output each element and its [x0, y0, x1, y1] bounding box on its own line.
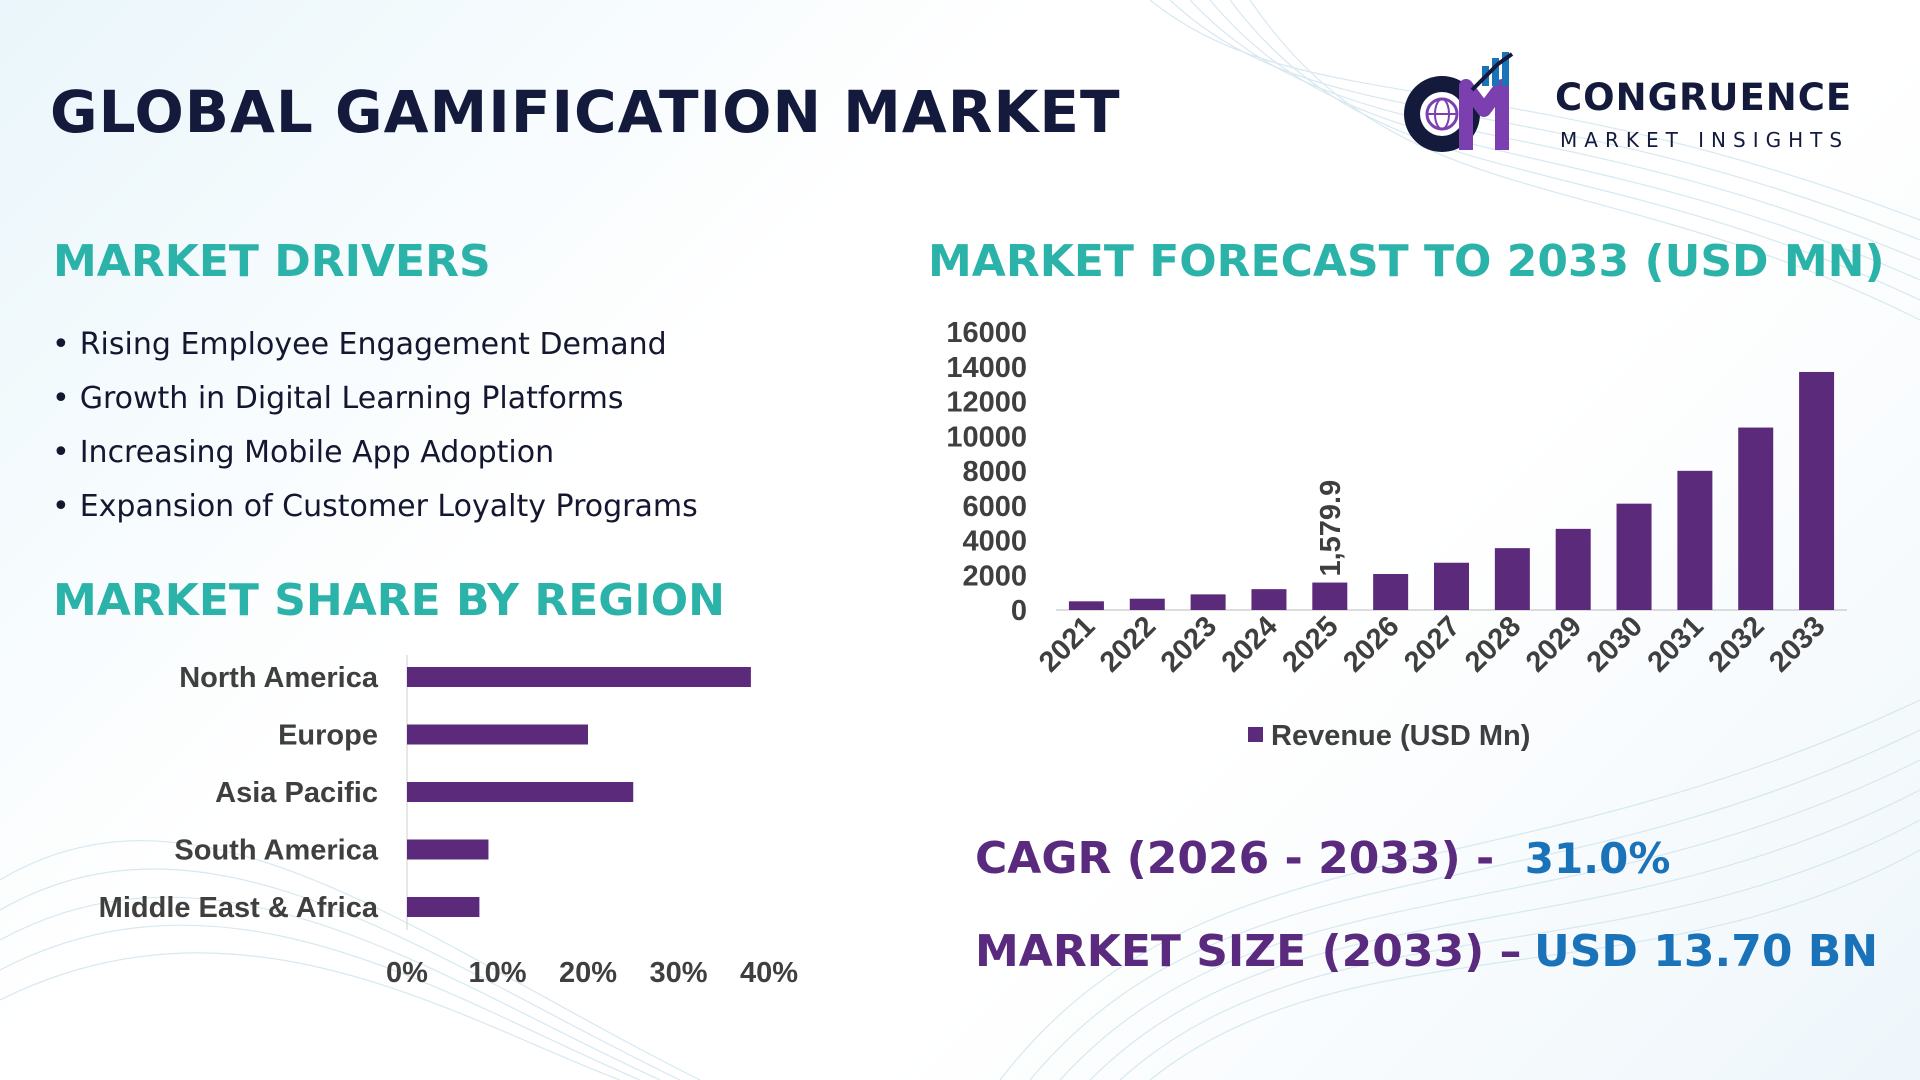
cagr-label: CAGR (2026 - 2033) - [975, 833, 1495, 884]
driver-text: Growth in Digital Learning Platforms [79, 381, 624, 416]
market-size-row: MARKET SIZE (2033) – USD 13.70 BN [975, 926, 1878, 977]
region-category-label: Europe [278, 720, 378, 752]
region-x-tick: 0% [386, 957, 428, 989]
forecast-x-tick: 2022 [1094, 610, 1162, 678]
page-title: GLOBAL GAMIFICATION MARKET [50, 78, 1121, 146]
forecast-x-tick: 2031 [1642, 610, 1710, 678]
forecast-x-tick: 2023 [1155, 610, 1223, 678]
forecast-bar [1129, 598, 1165, 610]
region-bar [407, 782, 634, 802]
forecast-bar [1555, 528, 1591, 610]
region-x-tick: 20% [559, 957, 617, 989]
driver-text: Expansion of Customer Loyalty Programs [79, 489, 698, 524]
legend-swatch [1248, 727, 1263, 742]
forecast-bar [1677, 470, 1713, 610]
forecast-x-tick: 2032 [1702, 610, 1770, 678]
region-x-tick: 10% [468, 957, 526, 989]
forecast-y-tick: 0 [1011, 595, 1027, 627]
market-size-value: USD 13.70 BN [1534, 926, 1879, 977]
legend-label: Revenue (USD Mn) [1271, 720, 1530, 752]
forecast-bar [1738, 427, 1774, 610]
forecast-bar [1494, 548, 1530, 610]
forecast-bar [1068, 601, 1104, 610]
forecast-bar [1251, 589, 1287, 610]
brand-name: CONGRUENCE [1555, 76, 1853, 119]
forecast-bar [1373, 574, 1409, 610]
forecast-y-tick: 6000 [962, 491, 1027, 523]
forecast-x-tick: 2028 [1459, 610, 1527, 678]
region-heading: MARKET SHARE BY REGION [53, 575, 725, 626]
forecast-x-tick: 2026 [1337, 610, 1405, 678]
region-bar [407, 839, 489, 860]
forecast-y-tick: 8000 [962, 456, 1027, 488]
forecast-bar [1190, 594, 1226, 610]
forecast-x-tick: 2021 [1033, 610, 1101, 678]
cagr-row: CAGR (2026 - 2033) - 31.0% [975, 833, 1670, 884]
forecast-y-tick: 16000 [946, 317, 1027, 349]
forecast-x-tick: 2024 [1216, 610, 1284, 678]
drivers-heading: MARKET DRIVERS [53, 236, 491, 287]
brand-logo: CONGRUENCE MARKET INSIGHTS [1400, 50, 1880, 160]
driver-item: • Growth in Digital Learning Platforms [52, 381, 624, 416]
forecast-x-tick: 2027 [1398, 610, 1466, 678]
region-category-label: North America [179, 662, 379, 694]
forecast-bar [1312, 582, 1348, 610]
forecast-x-tick: 2025 [1277, 610, 1345, 678]
region-category-label: Asia Pacific [215, 777, 378, 809]
forecast-x-tick: 2029 [1520, 610, 1588, 678]
forecast-x-tick: 2030 [1581, 610, 1649, 678]
forecast-x-tick: 2033 [1763, 610, 1831, 678]
region-category-label: South America [174, 835, 378, 867]
brand-subtitle: MARKET INSIGHTS [1560, 128, 1850, 152]
forecast-bar [1434, 562, 1469, 610]
forecast-heading: MARKET FORECAST TO 2033 (USD MN) [928, 236, 1885, 287]
cagr-value: 31.0% [1524, 834, 1671, 883]
region-bar [407, 724, 588, 745]
region-bar [407, 667, 751, 687]
market-size-label: MARKET SIZE (2033) – [975, 926, 1522, 977]
forecast-bar [1616, 503, 1652, 610]
driver-item: • Rising Employee Engagement Demand [52, 327, 667, 362]
forecast-y-tick: 10000 [946, 421, 1027, 453]
drivers-list: • Rising Employee Engagement Demand • Grow… [52, 318, 698, 534]
driver-item: • Increasing Mobile App Adoption [52, 435, 555, 470]
region-x-tick: 40% [740, 957, 798, 989]
forecast-y-tick: 2000 [962, 560, 1027, 592]
driver-text: Rising Employee Engagement Demand [79, 327, 667, 362]
forecast-data-label: 1,579.9 [1315, 480, 1347, 577]
forecast-y-tick: 14000 [946, 352, 1027, 384]
forecast-bar [1799, 371, 1835, 610]
region-x-tick: 30% [649, 957, 707, 989]
forecast-y-tick: 4000 [962, 526, 1027, 558]
region-category-label: Middle East & Africa [99, 892, 379, 924]
driver-item: • Expansion of Customer Loyalty Programs [52, 489, 698, 524]
driver-text: Increasing Mobile App Adoption [79, 435, 555, 470]
region-bar [407, 897, 480, 917]
forecast-y-tick: 12000 [946, 387, 1027, 419]
cmi-globe-chart-logo-icon [1404, 52, 1514, 152]
